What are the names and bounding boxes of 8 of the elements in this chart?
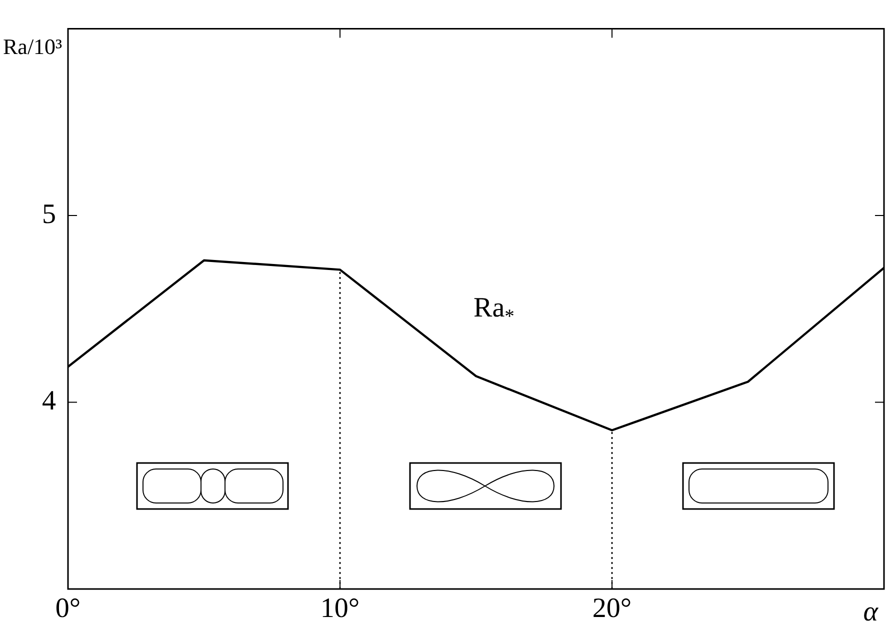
x-tick-label: 10°: [320, 593, 360, 624]
x-tick-label: 20°: [592, 593, 632, 624]
y-axis-title: Ra/10³: [3, 34, 63, 59]
x-tick-label: 0°: [55, 593, 81, 624]
x-axis-title: α: [863, 596, 880, 628]
annotation: Ra*: [474, 292, 514, 328]
y-tick-label: 5: [42, 198, 56, 230]
y-tick-label: 4: [42, 386, 56, 417]
